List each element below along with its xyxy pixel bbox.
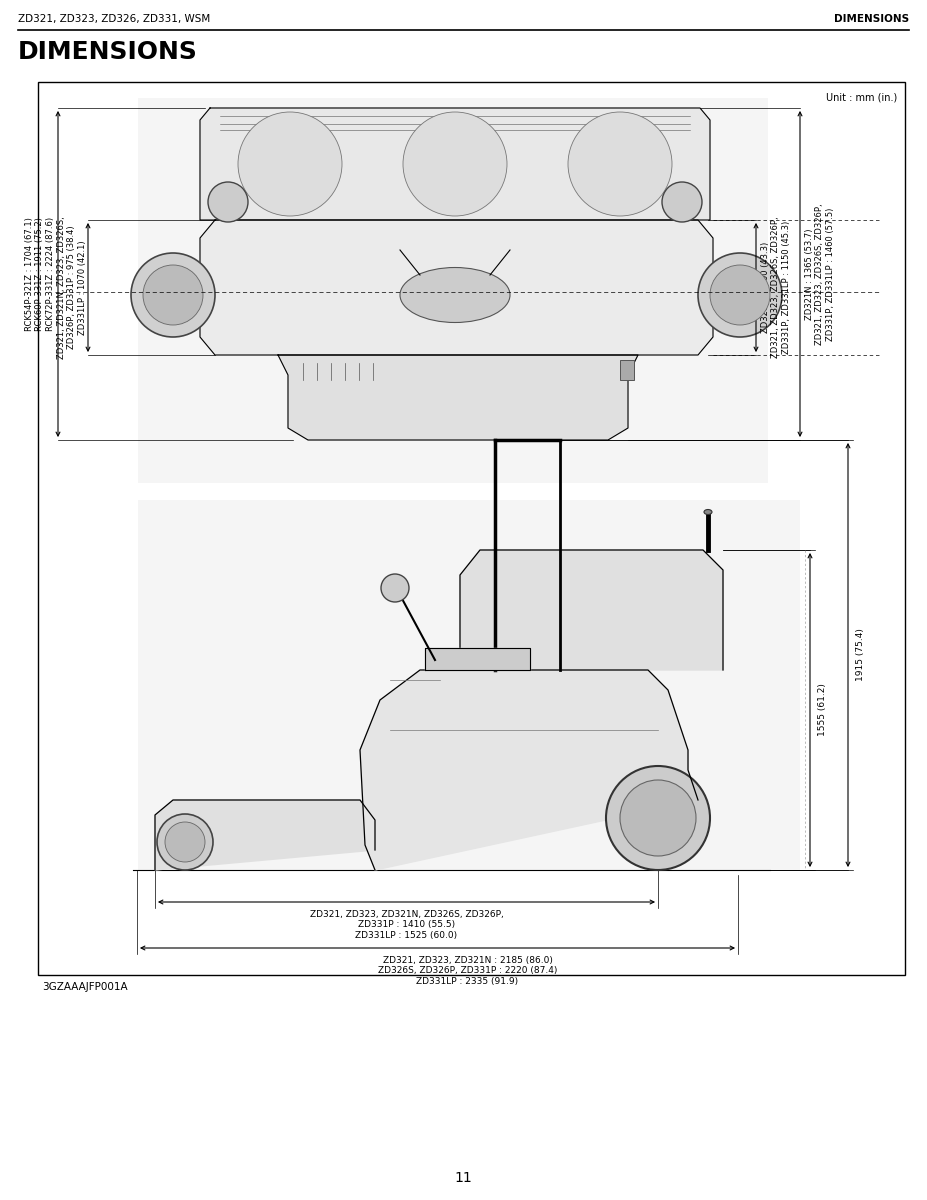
Text: RCK54P-321Z : 1704 (67.1)
RCK60P-331Z : 1911 (75.2)
RCK72P-331Z : 2224 (87.6): RCK54P-321Z : 1704 (67.1) RCK60P-331Z : …: [25, 217, 55, 331]
Polygon shape: [425, 648, 530, 670]
Circle shape: [568, 112, 672, 216]
Text: 11: 11: [454, 1171, 472, 1186]
Ellipse shape: [400, 268, 510, 323]
Circle shape: [165, 822, 205, 862]
Circle shape: [710, 265, 770, 325]
Circle shape: [381, 574, 409, 602]
Text: DIMENSIONS: DIMENSIONS: [834, 14, 909, 24]
Polygon shape: [155, 800, 375, 870]
Circle shape: [606, 766, 710, 870]
Text: ZD321, ZD323, ZD326, ZD331, WSM: ZD321, ZD323, ZD326, ZD331, WSM: [18, 14, 210, 24]
Polygon shape: [460, 550, 723, 670]
Circle shape: [620, 780, 696, 856]
Text: 1915 (75.4): 1915 (75.4): [856, 629, 865, 682]
Text: 1555 (61.2): 1555 (61.2): [818, 684, 827, 737]
Text: ZD321N : 1365 (53.7)
ZD321, ZD323, ZD326S, ZD326P,
ZD331P, ZD331LP : 1460 (57.5): ZD321N : 1365 (53.7) ZD321, ZD323, ZD326…: [806, 203, 835, 344]
Circle shape: [403, 112, 507, 216]
Text: ZD321, ZD323, ZD321N, ZD326S, ZD326P,
ZD331P : 1410 (55.5)
ZD331LP : 1525 (60.0): ZD321, ZD323, ZD321N, ZD326S, ZD326P, ZD…: [310, 910, 503, 940]
Text: Unit : mm (in.): Unit : mm (in.): [826, 92, 897, 102]
Text: ZD321, ZD323, ZD321N : 2185 (86.0)
ZD326S, ZD326P, ZD331P : 2220 (87.4)
ZD331LP : ZD321, ZD323, ZD321N : 2185 (86.0) ZD326…: [378, 956, 557, 986]
Bar: [138, 500, 800, 870]
Text: ZD321N : 1100 (43.3)
ZD321, ZD323, ZD326S, ZD326P,
ZD331P, ZD331LP : 1150 (45.3): ZD321N : 1100 (43.3) ZD321, ZD323, ZD326…: [761, 217, 791, 359]
Bar: [138, 98, 768, 482]
Polygon shape: [200, 220, 713, 355]
Circle shape: [238, 112, 342, 216]
Text: 3GZAAAJFP001A: 3GZAAAJFP001A: [42, 982, 128, 992]
Polygon shape: [278, 355, 638, 440]
Circle shape: [157, 814, 213, 870]
Text: ZD321, ZD321N, ZD323, ZD326S,
ZD326P, ZD331P : 975 (38.4)
ZD331LP : 1070 (42.1): ZD321, ZD321N, ZD323, ZD326S, ZD326P, ZD…: [57, 216, 87, 359]
Ellipse shape: [704, 510, 712, 515]
Bar: [620, 360, 634, 380]
Circle shape: [662, 182, 702, 222]
Circle shape: [208, 182, 248, 222]
Bar: [38, 82, 905, 974]
Circle shape: [143, 265, 203, 325]
Circle shape: [698, 253, 782, 337]
Text: DIMENSIONS: DIMENSIONS: [18, 40, 197, 64]
Polygon shape: [200, 108, 710, 220]
Circle shape: [131, 253, 215, 337]
Polygon shape: [360, 670, 698, 870]
